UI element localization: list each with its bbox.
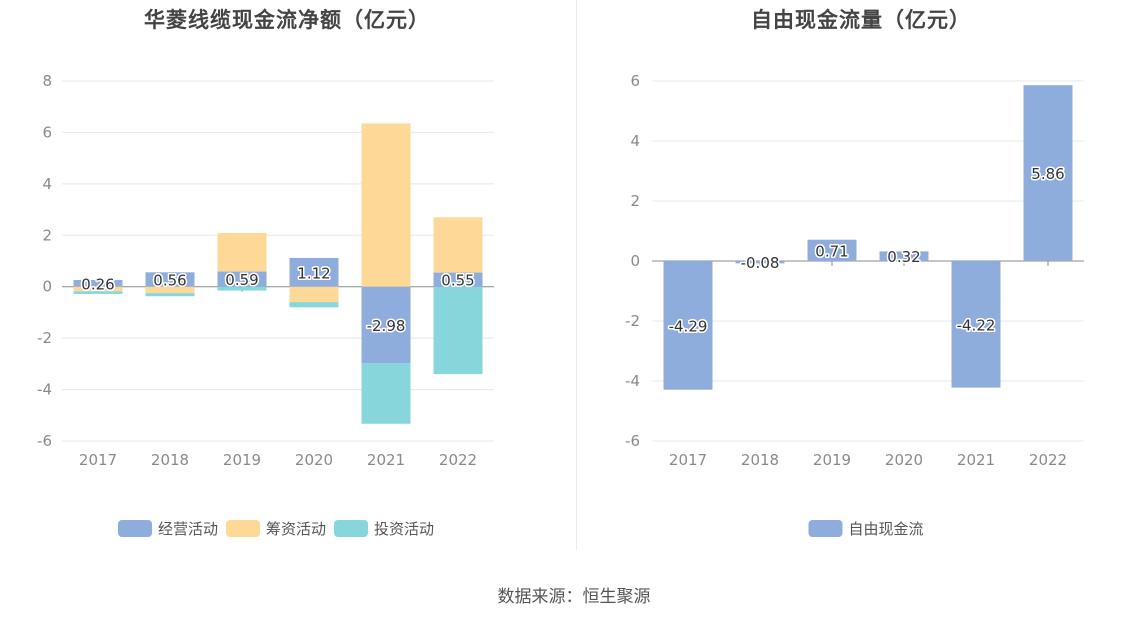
x-tick-label: 2019 <box>223 451 261 469</box>
data-source-note: 数据来源：恒生聚源 <box>497 587 651 607</box>
y-tick-label: -6 <box>37 432 52 450</box>
bar <box>663 261 713 390</box>
bar <box>289 286 339 303</box>
legend-swatch <box>334 520 368 537</box>
data-label: 0.32 <box>887 248 920 266</box>
data-label: 5.86 <box>1031 165 1064 183</box>
bar <box>433 217 483 273</box>
data-label: 0.55 <box>441 272 474 290</box>
data-label: -2.98 <box>367 317 406 335</box>
data-label: -4.22 <box>957 316 996 334</box>
x-tick-label: 2018 <box>741 451 779 469</box>
y-tick-label: 6 <box>630 72 640 90</box>
legend-label: 筹资活动 <box>266 520 326 538</box>
free-cash-flow-chart-panel: 自由现金流量（亿元） 6 4 2 0 -2 -4 -6 2017 2018 2019 2020 202… <box>574 0 1148 560</box>
x-tick-label: 2017 <box>79 451 117 469</box>
bar <box>73 286 123 292</box>
bar <box>145 286 195 294</box>
legend-swatch <box>226 520 260 537</box>
x-tick-label: 2017 <box>669 451 707 469</box>
bar <box>145 293 195 297</box>
cash-flow-net-chart-panel: 华菱线缆现金流净额（亿元） 8 6 4 2 0 -2 -4 -6 2017 2018 2019 202… <box>0 0 574 560</box>
legend-label: 经营活动 <box>158 520 218 538</box>
bar <box>289 302 339 308</box>
bar <box>807 239 857 261</box>
bar <box>361 363 411 424</box>
legend-swatch <box>808 520 843 537</box>
cash-flow-net-chart: 8 6 4 2 0 -2 -4 -6 2017 2018 2019 2020 2021 2022 0.26 0… <box>37 72 494 538</box>
x-tick-label: 2018 <box>151 451 189 469</box>
bar <box>217 232 267 272</box>
y-tick-label: -4 <box>625 372 640 390</box>
legend-label: 投资活动 <box>374 520 434 538</box>
legend-label: 自由现金流 <box>849 520 924 538</box>
bar <box>433 286 483 375</box>
x-tick-label: 2022 <box>1029 451 1067 469</box>
y-tick-label: 8 <box>42 72 52 90</box>
bar <box>361 286 411 364</box>
bar <box>735 261 785 264</box>
y-tick-label: -2 <box>37 329 52 347</box>
bar <box>361 123 411 287</box>
bar <box>433 272 483 287</box>
bar <box>73 291 123 294</box>
x-tick-label: 2020 <box>295 451 333 469</box>
data-label: 1.12 <box>297 264 330 282</box>
x-tick-label: 2022 <box>439 451 477 469</box>
chart-title-cash-flow-net: 华菱线缆现金流净额（亿元） <box>144 8 430 32</box>
data-label: -4.29 <box>669 317 708 335</box>
bar <box>73 280 123 287</box>
data-label: 0.56 <box>153 272 186 290</box>
y-tick-label: 4 <box>42 175 52 193</box>
data-label: 0.26 <box>81 275 114 293</box>
bar <box>951 261 1001 388</box>
y-tick-label: 2 <box>42 226 52 244</box>
data-label: -0.08 <box>741 254 780 272</box>
y-tick-label: 4 <box>630 132 640 150</box>
y-tick-label: 2 <box>630 192 640 210</box>
bar <box>217 286 267 291</box>
data-label: 0.59 <box>225 271 258 289</box>
x-tick-label: 2021 <box>367 451 405 469</box>
y-tick-label: 6 <box>42 123 52 141</box>
y-tick-label: -6 <box>625 432 640 450</box>
bar <box>289 257 339 287</box>
free-cash-flow-chart: 6 4 2 0 -2 -4 -6 2017 2018 2019 2020 2021 2022 -4.29 -… <box>625 72 1084 538</box>
bar <box>879 251 929 261</box>
panel-divider <box>576 0 577 550</box>
chart-title-free-cash-flow: 自由现金流量（亿元） <box>751 8 971 32</box>
legend-swatch <box>118 520 152 537</box>
x-tick-label: 2020 <box>885 451 923 469</box>
y-tick-label: 0 <box>42 278 52 296</box>
x-tick-label: 2019 <box>813 451 851 469</box>
bar <box>217 271 267 287</box>
data-label: 0.71 <box>815 242 848 260</box>
y-tick-label: -2 <box>625 312 640 330</box>
y-tick-label: -4 <box>37 381 52 399</box>
bar <box>145 272 195 287</box>
bar <box>1023 85 1073 261</box>
x-tick-label: 2021 <box>957 451 995 469</box>
y-tick-label: 0 <box>630 252 640 270</box>
